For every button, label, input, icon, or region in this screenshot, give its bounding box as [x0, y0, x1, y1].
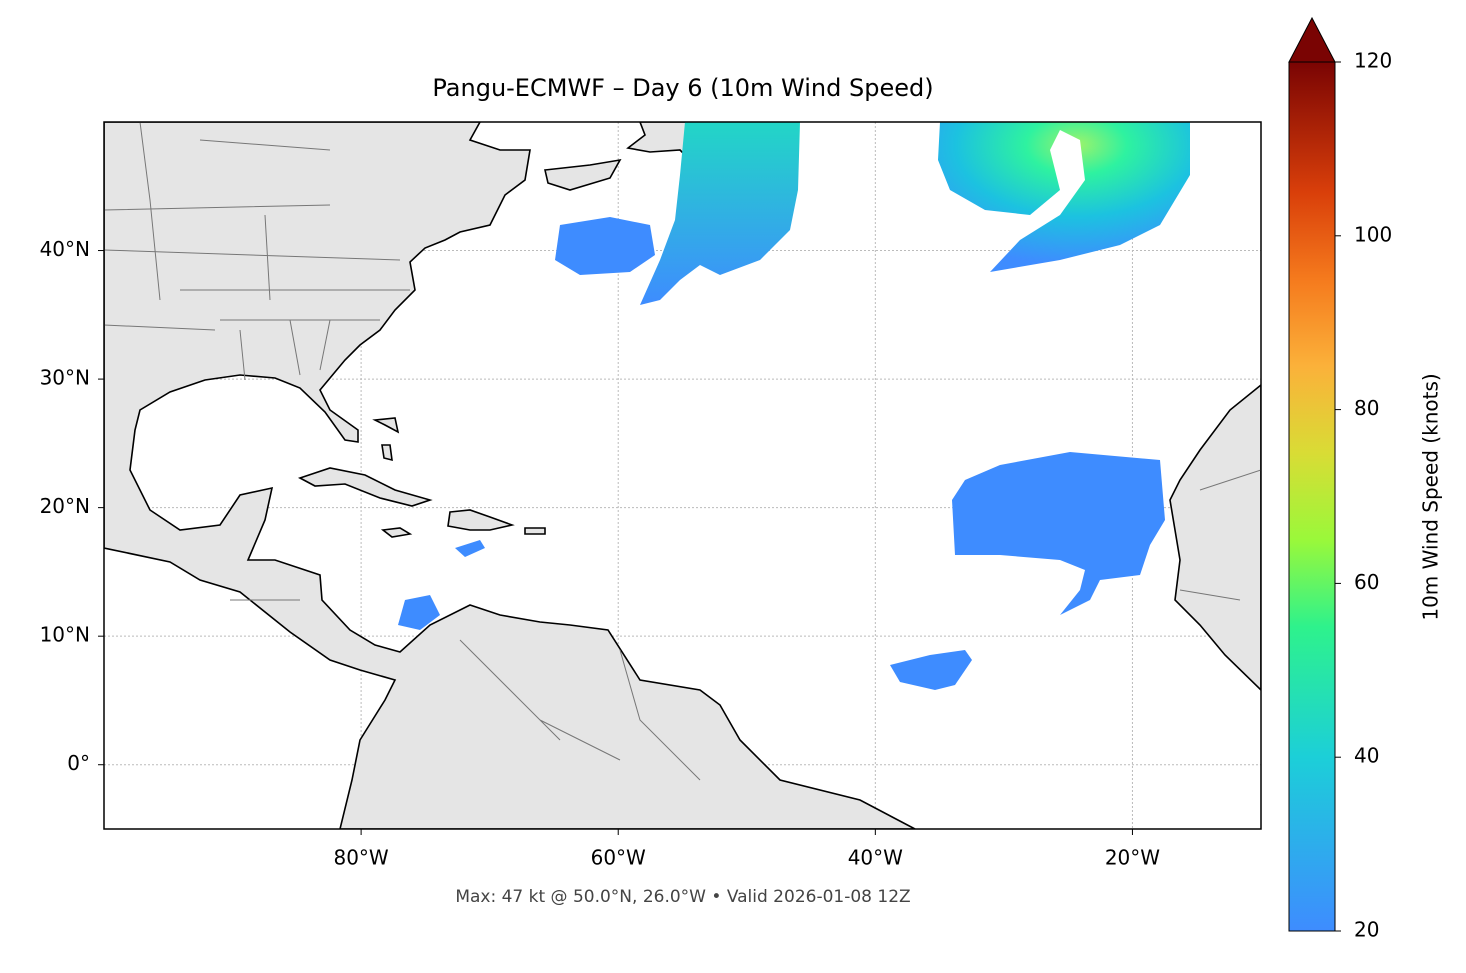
colorbar-tick-label: 60	[1354, 570, 1379, 594]
americas	[104, 122, 916, 829]
x-tick-label: 20°W	[1105, 846, 1160, 870]
wind-blob-subtropical	[952, 452, 1165, 615]
state-borders	[104, 122, 1261, 781]
map-area	[104, 122, 1261, 829]
x-tick-label: 80°W	[333, 846, 388, 870]
wind-blob-caribbean	[398, 595, 440, 630]
africa	[1169, 383, 1261, 692]
colorbar-extend	[1288, 16, 1336, 63]
axes-frame	[103, 121, 1262, 830]
colorbar-tick-label: 40	[1354, 744, 1379, 768]
x-tick-label: 60°W	[591, 846, 646, 870]
footer-note: Max: 47 kt @ 50.0°N, 26.0°W • Valid 2026…	[455, 887, 910, 907]
y-tick-label: 40°N	[40, 237, 90, 261]
colorbar-body	[1288, 61, 1336, 932]
cuba	[297, 467, 433, 507]
colorbar-tick-label: 120	[1354, 49, 1392, 73]
y-tick-label: 10°N	[40, 623, 90, 647]
colorbar-tick-label: 100	[1354, 222, 1392, 246]
y-tick-label: 20°N	[40, 494, 90, 518]
colorbar-tick-label: 80	[1354, 396, 1379, 420]
wind-blob-tropical	[890, 650, 972, 690]
bahamas	[372, 417, 400, 462]
jamaica	[380, 527, 413, 538]
colorbar: 10m Wind Speed (knots) 20 40 60 80 100 120	[1288, 16, 1443, 942]
chart-title: Pangu-ECMWF – Day 6 (10m Wind Speed)	[432, 74, 933, 102]
wind-blob-storm	[938, 122, 1190, 272]
y-tick-label: 30°N	[40, 366, 90, 390]
colorbar-tick-label: 20	[1354, 918, 1379, 942]
colorbar-label: 10m Wind Speed (knots)	[1419, 373, 1443, 620]
y-tick-label: 0°	[67, 751, 90, 775]
wind-blob-west	[555, 217, 655, 275]
wind-blob-newfoundland	[640, 122, 800, 305]
puerto-rico	[524, 527, 546, 535]
wind-blob-pr	[455, 540, 485, 557]
hispaniola	[447, 509, 515, 531]
nova-scotia	[544, 158, 622, 191]
x-tick-label: 40°W	[848, 846, 903, 870]
